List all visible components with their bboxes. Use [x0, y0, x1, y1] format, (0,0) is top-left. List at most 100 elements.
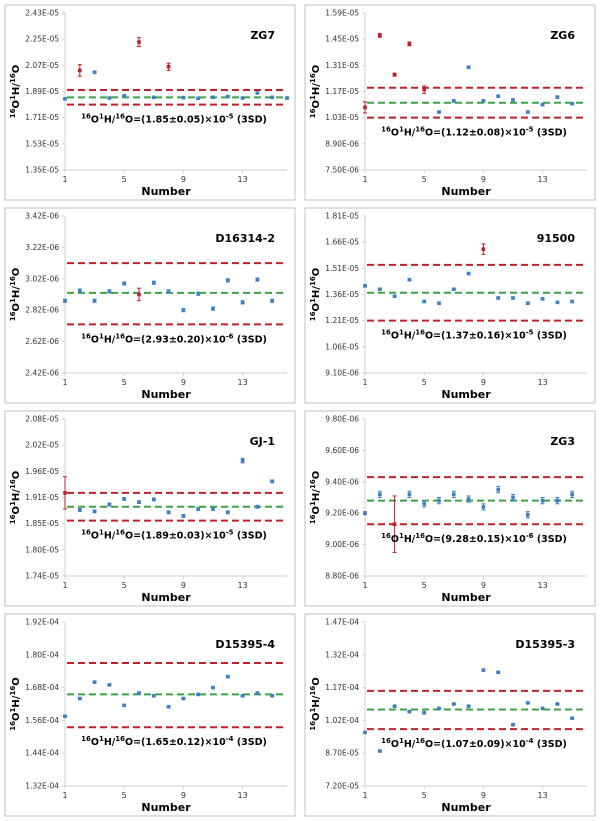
data-point — [107, 96, 112, 100]
data-point — [570, 299, 574, 304]
y-tick-label: 2.02E-05 — [25, 441, 59, 450]
x-tick-label: 1 — [362, 378, 367, 387]
y-tick-label: 9.00E-06 — [325, 540, 359, 549]
data-point — [270, 479, 274, 484]
data-point — [152, 280, 156, 285]
data-point — [526, 301, 530, 306]
y-tick-label: 3.22E-06 — [25, 243, 59, 252]
data-point — [226, 510, 230, 515]
annotation-text: 16O1H/16O=(1.65±0.12)×10-4 (3SD) — [81, 735, 267, 748]
data-point — [540, 498, 545, 503]
x-tick-label: 9 — [481, 378, 486, 387]
x-tick-label: 9 — [181, 378, 186, 387]
x-tick-label: 13 — [238, 378, 248, 387]
x-tick-label: 5 — [122, 581, 127, 590]
annotation-text: 16O1H/16O=(1.07±0.09)×10-4 (3SD) — [381, 737, 567, 750]
y-tick-label: 2.62E-06 — [25, 337, 59, 346]
data-point — [240, 458, 245, 463]
y-tick-label: 7.50E-06 — [325, 166, 359, 175]
data-point — [437, 498, 441, 503]
data-point — [63, 96, 67, 101]
y-tick-label: 2.42E-06 — [25, 369, 59, 378]
x-tick-label: 9 — [181, 175, 186, 184]
data-point — [378, 749, 382, 753]
annotation-text: 16O1H/16O=(9.28±0.15)×10-6 (3SD) — [381, 532, 567, 545]
panel-frame — [304, 207, 596, 404]
annotation-text: 16O1H/16O=(1.89±0.03)×10-5 (3SD) — [81, 529, 267, 542]
data-point — [378, 287, 382, 292]
y-tick-label: 1.74E-05 — [25, 572, 59, 581]
x-tick-label: 9 — [481, 581, 486, 590]
data-point — [122, 497, 126, 501]
data-point — [526, 110, 530, 114]
data-point — [407, 709, 412, 714]
y-tick-label: 8.70E-05 — [325, 749, 359, 758]
chart-panel-3: 2.42E-06 2.62E-06 2.82E-06 3.02E-06 3.22E-06… — [4, 207, 296, 404]
y-tick-label: 1.80E-04 — [25, 650, 59, 659]
x-tick-label: 13 — [538, 791, 548, 800]
y-axis-label: 16O1H/16O — [9, 268, 22, 321]
x-tick-label: 9 — [181, 791, 186, 800]
panel-frame — [304, 613, 596, 817]
y-tick-label: 1.35E-05 — [25, 166, 59, 175]
data-point — [255, 691, 260, 695]
data-point — [137, 40, 141, 44]
data-point — [452, 702, 456, 706]
data-point — [211, 507, 215, 511]
data-point — [78, 68, 82, 73]
y-tick-label: 1.53E-05 — [25, 139, 59, 148]
x-tick-label: 1 — [362, 581, 367, 590]
chart-title: D15395-4 — [215, 638, 275, 651]
data-point — [196, 507, 200, 511]
data-point — [363, 105, 367, 110]
y-tick-label: 1.47E-04 — [325, 618, 359, 627]
panel-frame — [4, 4, 296, 201]
y-tick-label: 9.80E-06 — [325, 415, 359, 424]
data-point — [422, 710, 426, 715]
y-tick-label: 9.10E-06 — [325, 369, 359, 378]
data-point — [240, 96, 245, 100]
y-tick-label: 8.80E-06 — [325, 572, 359, 581]
data-point — [437, 706, 441, 711]
data-point — [570, 492, 574, 497]
y-tick-label: 1.06E-05 — [325, 342, 359, 351]
x-tick-label: 13 — [538, 581, 548, 590]
y-tick-label: 1.71E-05 — [25, 113, 59, 122]
y-tick-label: 8.90E-06 — [325, 139, 359, 148]
y-axis-label: 16O1H/16O — [309, 65, 322, 118]
chart-panel-5: 1.74E-05 1.80E-05 1.85E-05 1.91E-05 1.96E-05… — [4, 410, 296, 607]
data-point — [107, 289, 112, 294]
y-tick-label: 1.02E-04 — [325, 716, 359, 725]
chart-title: 91500 — [537, 232, 576, 245]
y-tick-label: 1.66E-05 — [325, 238, 359, 247]
y-tick-label: 1.92E-04 — [25, 618, 59, 627]
data-point — [526, 512, 530, 517]
data-point — [540, 297, 545, 301]
data-point — [496, 487, 500, 492]
data-point — [466, 497, 471, 501]
y-axis-label: 16O1H/16O — [309, 677, 322, 730]
data-point — [166, 289, 171, 294]
x-tick-label: 5 — [422, 378, 427, 387]
data-point — [181, 696, 186, 701]
data-point — [196, 291, 200, 296]
data-point — [270, 694, 274, 698]
data-point — [392, 704, 397, 708]
data-point — [481, 505, 486, 509]
data-point — [466, 65, 471, 70]
x-tick-label: 5 — [422, 175, 427, 184]
data-point — [78, 288, 82, 293]
x-tick-label: 5 — [422, 791, 427, 800]
y-tick-label: 1.51E-05 — [325, 264, 359, 273]
data-point — [92, 680, 97, 684]
data-point — [496, 670, 500, 675]
data-point — [452, 99, 456, 103]
data-point — [570, 716, 574, 721]
y-tick-label: 1.31E-05 — [325, 61, 359, 70]
y-tick-label: 9.60E-06 — [325, 446, 359, 455]
chart-panel-1: 1.35E-05 1.53E-05 1.71E-05 1.89E-05 2.07E-05… — [4, 4, 296, 201]
y-tick-label: 9.20E-06 — [325, 509, 359, 518]
data-point — [422, 87, 426, 92]
data-point — [240, 300, 245, 305]
x-axis-label: Number — [441, 185, 491, 198]
